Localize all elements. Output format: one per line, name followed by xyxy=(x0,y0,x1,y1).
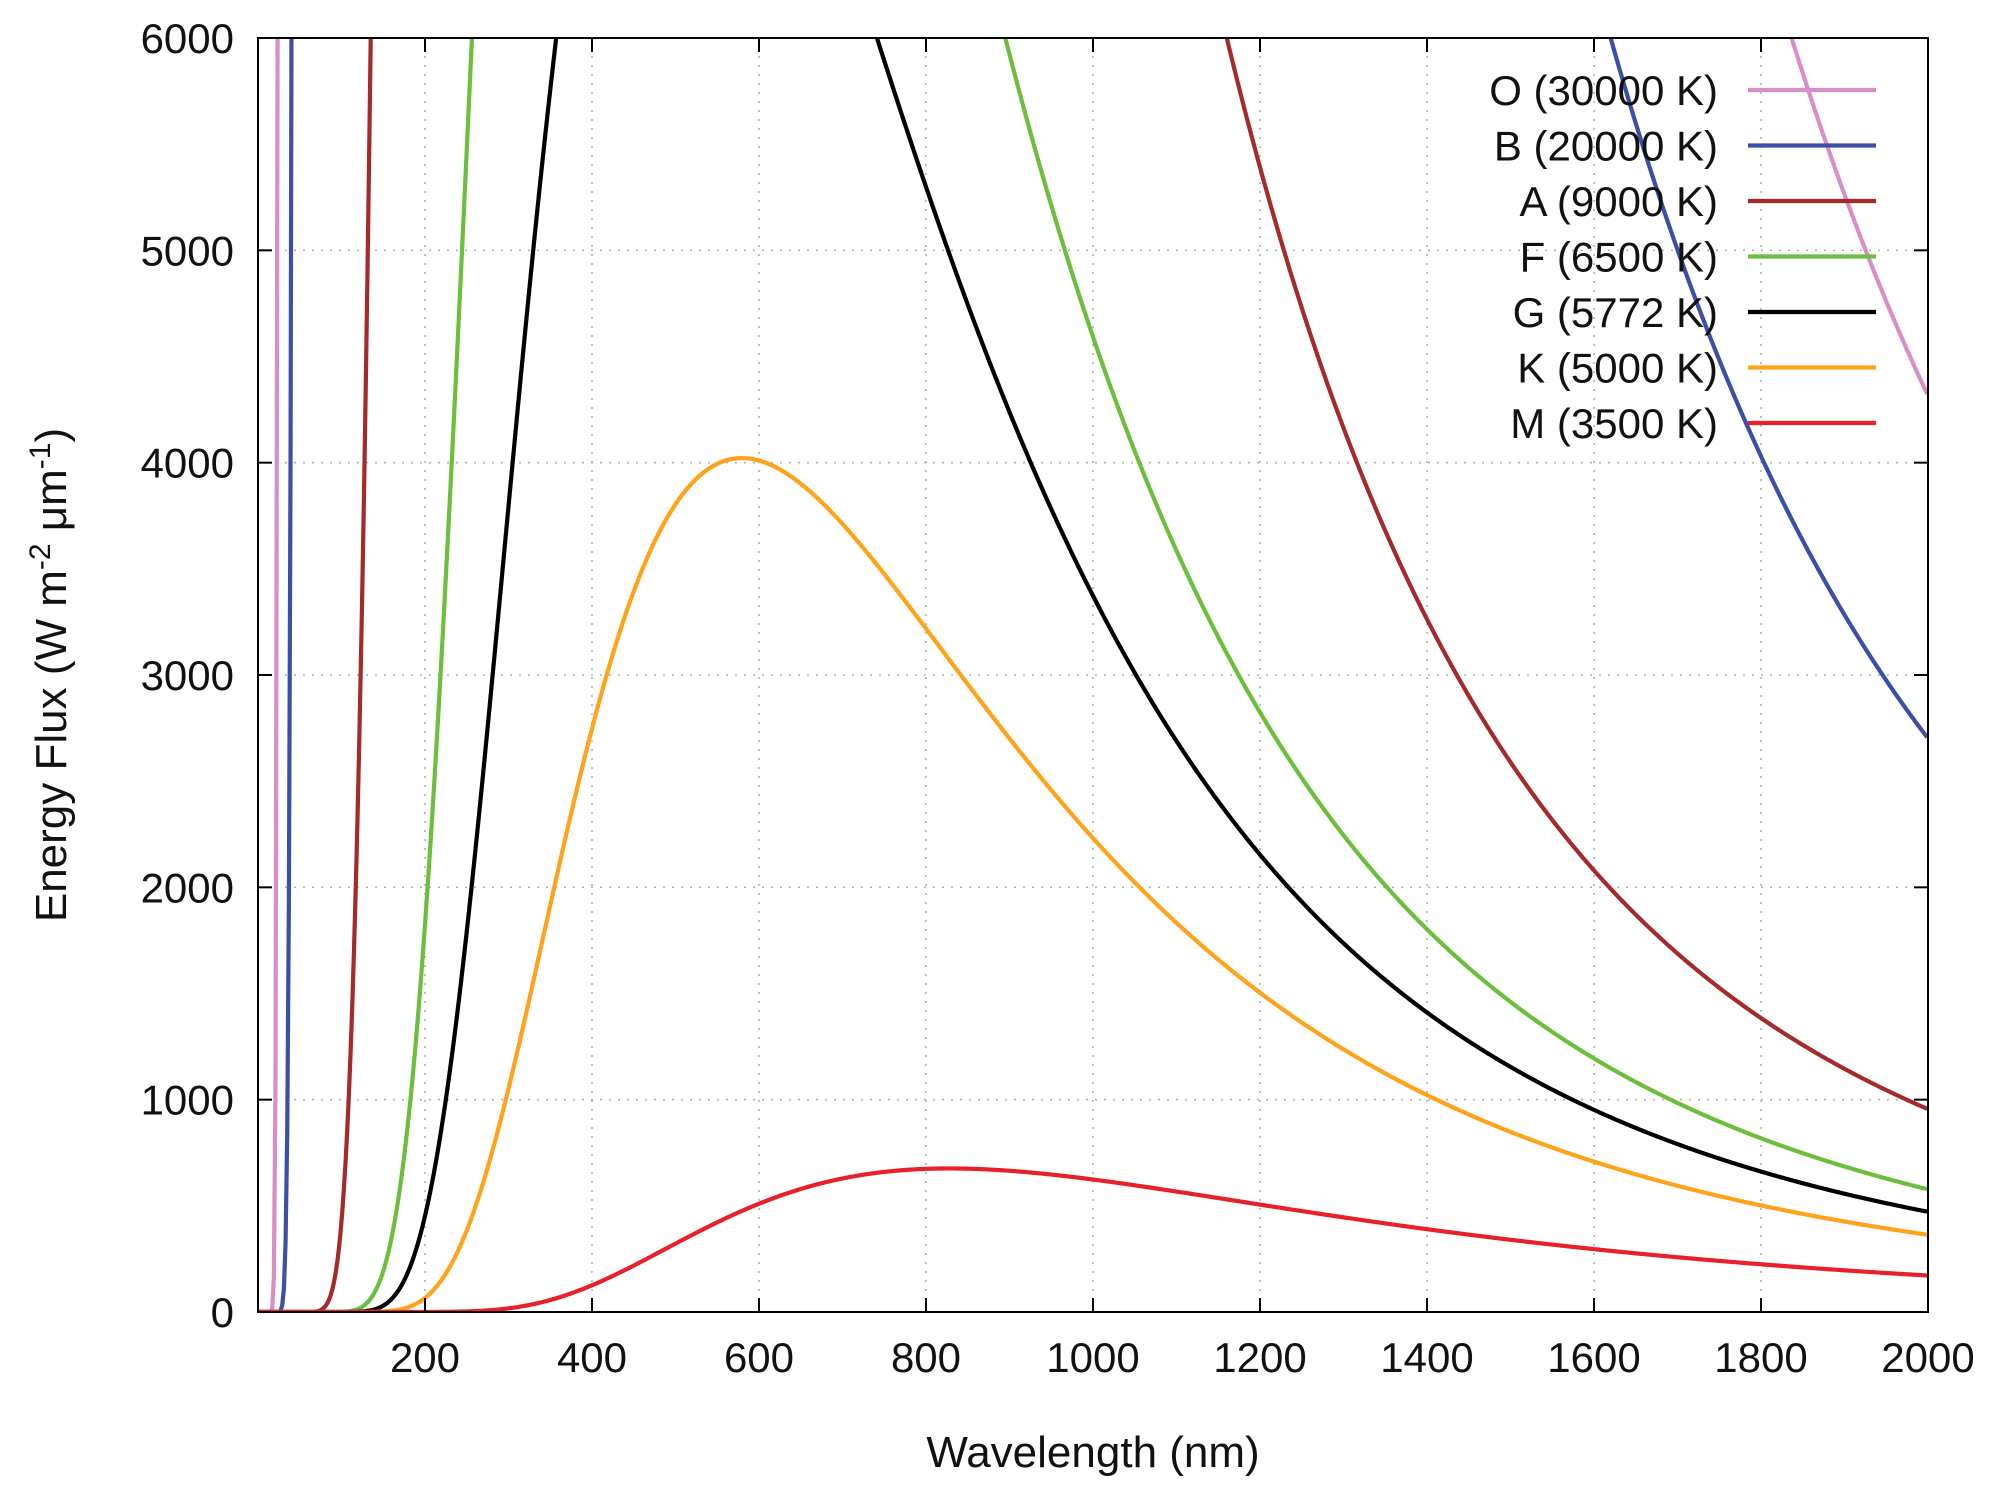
x-axis-title: Wavelength (nm) xyxy=(926,1428,1259,1477)
legend-entry-label: A (9000 K) xyxy=(1520,178,1718,225)
series-line xyxy=(258,38,1928,1312)
series-line xyxy=(258,38,1928,1312)
legend-entry-label: B (20000 K) xyxy=(1494,123,1718,170)
series-line xyxy=(258,38,1928,1312)
y-tick-label: 6000 xyxy=(141,15,234,62)
y-axis-title-suffix: ) xyxy=(27,428,76,443)
series-line xyxy=(258,1166,1928,1312)
legend-entry-label: M (3500 K) xyxy=(1510,400,1718,447)
y-axis-title: Energy Flux (W m-2 μm-1) xyxy=(24,428,77,922)
x-tick-label: 2000 xyxy=(1881,1334,1974,1381)
legend-entry-label: O (30000 K) xyxy=(1489,67,1718,114)
x-tick-label: 800 xyxy=(891,1334,961,1381)
legend-entry-label: K (5000 K) xyxy=(1517,345,1718,392)
x-tick-label: 1800 xyxy=(1714,1334,1807,1381)
tick-labels: 200 400 600 800 1000 1200 1400 1600 1800 2000 0 100… xyxy=(141,15,1975,1381)
y-tick-label: 5000 xyxy=(141,227,234,274)
series-line xyxy=(258,456,1928,1312)
x-tick-label: 400 xyxy=(557,1334,627,1381)
grid xyxy=(258,38,1928,1312)
series-curves xyxy=(258,38,1928,1312)
series-line xyxy=(258,38,1928,1312)
axis-ticks xyxy=(258,37,1929,1313)
legend-entry-label: F (6500 K) xyxy=(1520,234,1718,281)
legend-entry-label: G (5772 K) xyxy=(1513,289,1718,336)
y-tick-label: 4000 xyxy=(141,440,234,487)
y-tick-label: 2000 xyxy=(141,864,234,911)
x-tick-label: 600 xyxy=(724,1334,794,1381)
x-tick-label: 1000 xyxy=(1046,1334,1139,1381)
y-tick-label: 3000 xyxy=(141,652,234,699)
y-axis-title-sup2: -1 xyxy=(24,443,57,470)
legend: O (30000 K) B (20000 K) A (9000 K) F (6500 … xyxy=(1489,67,1876,447)
x-tick-label: 1400 xyxy=(1380,1334,1473,1381)
x-tick-label: 200 xyxy=(390,1334,460,1381)
y-axis-title-middle: μm xyxy=(27,469,76,543)
y-tick-label: 1000 xyxy=(141,1077,234,1124)
x-tick-label: 1200 xyxy=(1213,1334,1306,1381)
x-tick-label: 1600 xyxy=(1547,1334,1640,1381)
y-axis-title-prefix: Energy Flux (W m xyxy=(27,570,76,922)
y-axis-title-sup1: -2 xyxy=(24,543,57,570)
y-tick-label: 0 xyxy=(211,1289,234,1336)
plot-frame xyxy=(257,37,1929,1313)
